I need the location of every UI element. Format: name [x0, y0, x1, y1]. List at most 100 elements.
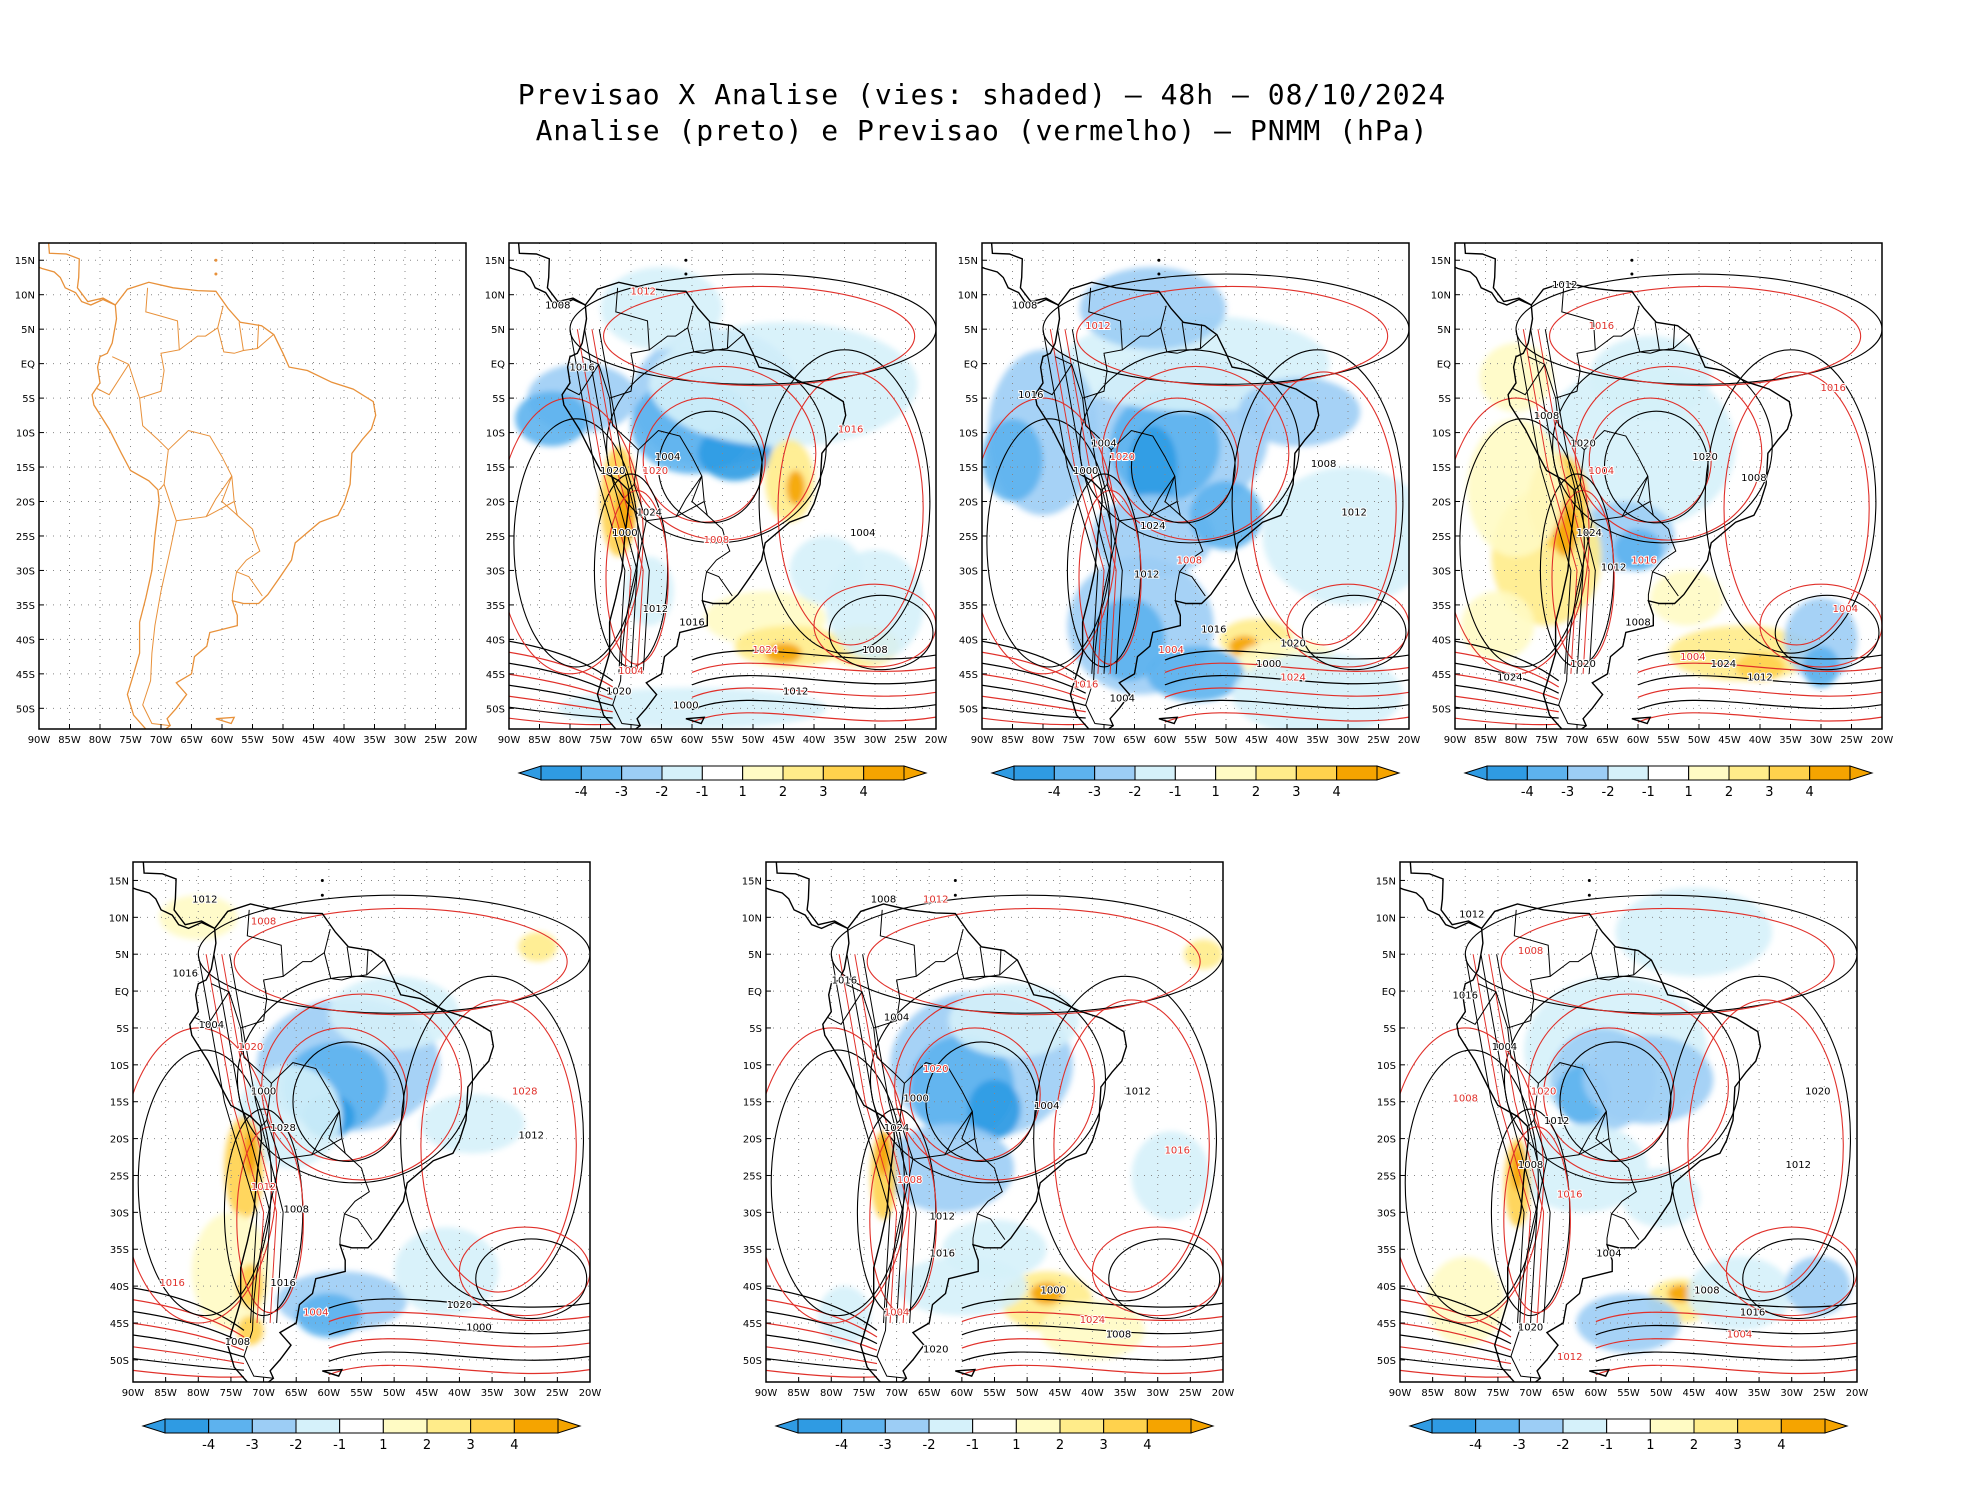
lon-tick-label: 65W	[1552, 1388, 1575, 1399]
lon-tick-label: 85W	[1421, 1388, 1444, 1399]
lon-tick-label: 35W	[481, 1388, 504, 1399]
subtitle: Analise (preto) e Previsao (vermelho) — …	[0, 114, 1964, 147]
lat-tick-label: 45S	[1432, 670, 1451, 681]
isobar-label: 1004	[850, 528, 875, 539]
colorbar-label: 3	[1765, 785, 1773, 800]
lat-tick-label: EQ	[1437, 360, 1451, 371]
isobar-label: 1016	[1820, 383, 1845, 394]
map-svg: ETA8km1008101210161004102010001024100810…	[932, 233, 1429, 829]
isobar-label: 1012	[1747, 673, 1772, 684]
bias-shading	[790, 536, 863, 605]
colorbar-label: 4	[1143, 1438, 1151, 1453]
isobar-label: 1016	[679, 618, 704, 629]
lon-tick-label: 45W	[302, 735, 325, 746]
lat-tick-label: 35S	[486, 601, 505, 612]
colorbar-label: 1	[1012, 1438, 1020, 1453]
lon-tick-label: 60W	[1585, 1388, 1608, 1399]
lon-tick-label: 30W	[1780, 1388, 1803, 1399]
isobar-label: 1000	[903, 1094, 928, 1105]
lon-tick-label: 25W	[424, 735, 447, 746]
lon-tick-label: 40W	[1276, 735, 1299, 746]
lon-tick-label: 30W	[513, 1388, 536, 1399]
bias-shading	[1479, 343, 1552, 412]
lat-tick-label: 20S	[110, 1135, 129, 1146]
colorbar-label: 2	[423, 1438, 431, 1453]
map-panel-smec: SMEC101210081016100410201012100810161004…	[1350, 852, 1877, 1486]
isobar-label: 1008	[1106, 1330, 1131, 1341]
isobar-label: 1012	[1341, 507, 1366, 518]
lat-tick-label: 50S	[1377, 1356, 1396, 1367]
lon-tick-label: 65W	[650, 735, 673, 746]
lon-tick-label: 35W	[1114, 1388, 1137, 1399]
lon-tick-label: 55W	[983, 1388, 1006, 1399]
isobar-label: 1008	[1694, 1285, 1719, 1296]
isobar-label: 1008	[1177, 556, 1202, 567]
lat-tick-label: 15S	[1432, 463, 1451, 474]
lon-tick-label: 80W	[1032, 735, 1055, 746]
lon-tick-label: 30W	[1810, 735, 1833, 746]
lat-tick-label: 40S	[110, 1282, 129, 1293]
isobar-label: 1012	[1459, 909, 1484, 920]
lon-tick-label: 30W	[1146, 1388, 1169, 1399]
isobar-label: 1012	[1786, 1160, 1811, 1171]
lon-tick-label: 45W	[1048, 1388, 1071, 1399]
isobar-label: 1012	[519, 1131, 544, 1142]
lat-tick-label: 40S	[1377, 1282, 1396, 1293]
lat-tick-label: 10S	[486, 429, 505, 440]
lon-tick-label: 75W	[1487, 1388, 1510, 1399]
map-svg: SMEC101210081016100410201012100810161004…	[1350, 852, 1877, 1482]
lon-tick-label: 50W	[383, 1388, 406, 1399]
lat-tick-label: 40S	[959, 635, 978, 646]
isobar-label: 1012	[630, 287, 655, 298]
bias-shading	[1650, 570, 1723, 625]
isobar-label: 1004	[199, 1020, 224, 1031]
isobar-label: 1000	[1041, 1285, 1066, 1296]
bias-shading	[1184, 939, 1223, 969]
bias-shading	[244, 1131, 257, 1175]
colorbar-label: -2	[290, 1438, 303, 1453]
isobar-label: 1020	[238, 1042, 263, 1053]
isobar-label: 1004	[1034, 1101, 1059, 1112]
map-svg: COSMO10121016100810201004102410121016100…	[1405, 233, 1902, 829]
colorbar-label: 4	[1777, 1438, 1785, 1453]
isobar-label: 1012	[1125, 1086, 1150, 1097]
lat-tick-label: 15N	[742, 876, 762, 887]
lat-tick-label: 5S	[965, 394, 978, 405]
isobar-label: 1024	[884, 1123, 909, 1134]
lon-tick-label: 85W	[1001, 735, 1024, 746]
isobar-label: 1016	[1201, 624, 1226, 635]
lat-tick-label: 15S	[743, 1098, 762, 1109]
colorbar-label: 3	[1734, 1438, 1742, 1453]
lat-tick-label: EQ	[748, 987, 762, 998]
isobar-label: 1008	[704, 535, 729, 546]
isobar-label: 1004	[1596, 1249, 1621, 1260]
lat-tick-label: 35S	[16, 601, 35, 612]
lon-tick-label: 75W	[220, 1388, 243, 1399]
map-panel-brams: BRAMS15N10N5NEQ5S10S15S20S25S30S35S40S45…	[0, 233, 486, 763]
lat-tick-label: 5N	[1437, 325, 1451, 336]
lat-tick-label: 15N	[109, 876, 129, 887]
isobar-label: 1012	[1544, 1116, 1569, 1127]
colorbar-label: -4	[1469, 1438, 1482, 1453]
bias-shading	[949, 984, 1080, 1058]
isobar-label: 1020	[447, 1300, 472, 1311]
lon-tick-label: 60W	[1154, 735, 1177, 746]
map-svg: BRAMS15N10N5NEQ5S10S15S20S25S30S35S40S45…	[0, 233, 486, 759]
lon-tick-label: 75W	[853, 1388, 876, 1399]
lon-tick-label: 30W	[394, 735, 417, 746]
lat-tick-label: 15N	[485, 256, 505, 267]
isobar-label: 1000	[1073, 466, 1098, 477]
lon-tick-label: 55W	[350, 1388, 373, 1399]
lat-tick-label: 25S	[959, 532, 978, 543]
lat-tick-label: 35S	[110, 1245, 129, 1256]
colorbar-label: -2	[1129, 785, 1142, 800]
lat-tick-label: EQ	[115, 987, 129, 998]
lat-tick-label: 50S	[959, 704, 978, 715]
lon-tick-label: 25W	[1840, 735, 1863, 746]
lat-tick-label: 5N	[115, 950, 129, 961]
bias-shading	[942, 1220, 1046, 1279]
isobar-label: 1012	[1557, 1352, 1582, 1363]
isobar-label: 1012	[643, 604, 668, 615]
coastline	[24, 236, 376, 743]
